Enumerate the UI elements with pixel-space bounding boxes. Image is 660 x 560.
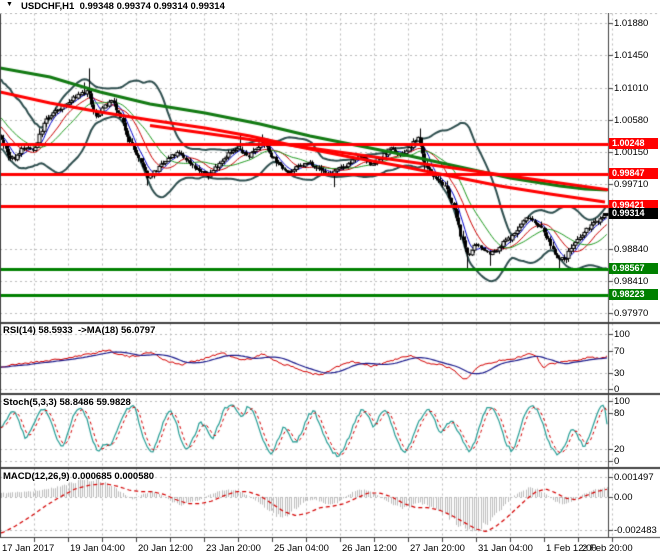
rsi-tick-label: 30 — [614, 368, 625, 379]
stoch-tick-label: 80 — [614, 408, 625, 419]
price-tick-label: 1.01010 — [614, 83, 649, 94]
chart-title-bar: ▼ USDCHF,H1 0.99348 0.99374 0.99314 0.99… — [0, 0, 660, 13]
time-label: 26 Jan 12:00 — [342, 543, 397, 554]
macd-tick-label: 0.001497 — [614, 472, 654, 483]
price-tick-label: 1.00580 — [614, 115, 649, 126]
time-label: 20 Jan 12:00 — [138, 543, 193, 554]
time-label: 27 Jan 20:00 — [410, 543, 465, 554]
stoch-tick-label: 100 — [614, 396, 630, 407]
macd-tick-label: 0.00 — [614, 492, 633, 503]
price-tick-label: 1.00150 — [614, 147, 649, 158]
time-label: 1 Feb 12:00 — [546, 543, 597, 554]
rsi-tick-label: 70 — [614, 346, 625, 357]
time-label: 17 Jan 2017 — [2, 543, 55, 554]
price-tick-label: 1.01880 — [614, 18, 649, 29]
price-level-badge: 0.99421 — [609, 200, 658, 211]
time-label: 25 Jan 04:00 — [274, 543, 329, 554]
macd-indicator-label: MACD(12,26,9) 0.000685 0.000580 — [3, 471, 155, 482]
price-level-badge: 0.99847 — [609, 168, 658, 179]
stoch-tick-label: 20 — [614, 444, 625, 455]
current-price-badge: 0.99314 — [609, 208, 658, 219]
price-level-badge: 0.98567 — [609, 263, 658, 274]
price-level-badge: 0.98223 — [609, 289, 658, 300]
symbol-dropdown-icon[interactable]: ▼ — [6, 1, 13, 8]
time-label: 23 Jan 20:00 — [206, 543, 261, 554]
time-label: 31 Jan 04:00 — [478, 543, 533, 554]
rsi-tick-label: 100 — [614, 329, 630, 340]
time-label: 2 Feb 20:00 — [582, 543, 633, 554]
stochastic-indicator-label: Stoch(5,3,3) 58.8486 59.9828 — [3, 397, 131, 408]
time-label: 19 Jan 04:00 — [70, 543, 125, 554]
macd-tick-label: -0.002483 — [614, 525, 657, 536]
price-tick-label: 0.99710 — [614, 179, 649, 190]
chart-title: USDCHF,H1 0.99348 0.99374 0.99314 0.9931… — [21, 1, 225, 12]
price-tick-label: 0.98840 — [614, 244, 649, 255]
price-level-badge: 1.00248 — [609, 138, 658, 149]
price-tick-label: 1.01450 — [614, 50, 649, 61]
price-tick-label: 0.98410 — [614, 276, 649, 287]
stoch-tick-label: 0 — [614, 456, 620, 467]
rsi-tick-label: 0 — [614, 384, 620, 395]
price-tick-label: 0.97970 — [614, 308, 649, 319]
rsi-indicator-label: RSI(14) 58.5933 ->MA(18) 56.0797 — [3, 325, 156, 336]
